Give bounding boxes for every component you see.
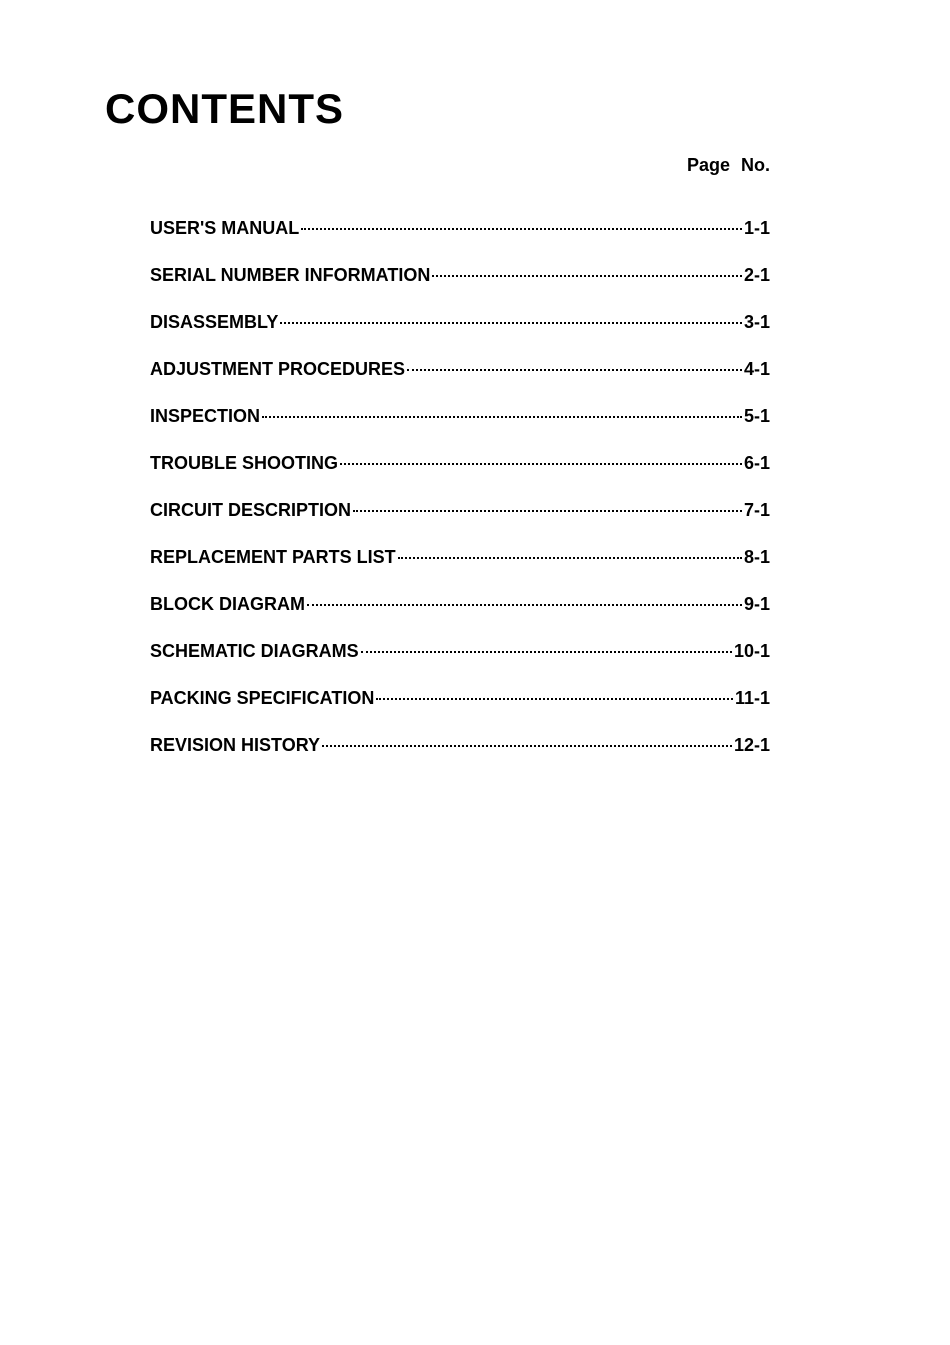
- toc-entry: CIRCUIT DESCRIPTION 7-1: [150, 500, 770, 521]
- toc-entry: SERIAL NUMBER INFORMATION 2-1: [150, 265, 770, 286]
- toc-entry-page: 12-1: [734, 735, 770, 756]
- toc-leader: [398, 557, 742, 559]
- toc-leader: [407, 369, 742, 371]
- toc-entry-page: 6-1: [744, 453, 770, 474]
- toc-entry-page: 9-1: [744, 594, 770, 615]
- toc-entry-page: 4-1: [744, 359, 770, 380]
- toc-entry-title: REVISION HISTORY: [150, 735, 320, 756]
- toc-entry: TROUBLE SHOOTING 6-1: [150, 453, 770, 474]
- toc-entry-title: ADJUSTMENT PROCEDURES: [150, 359, 405, 380]
- toc-entry: REVISION HISTORY 12-1: [150, 735, 770, 756]
- toc-entry-title: DISASSEMBLY: [150, 312, 278, 333]
- toc-leader: [432, 275, 742, 277]
- toc-entry-title: SERIAL NUMBER INFORMATION: [150, 265, 430, 286]
- toc-leader: [301, 228, 742, 230]
- toc-entry-page: 10-1: [734, 641, 770, 662]
- table-of-contents: USER'S MANUAL 1-1 SERIAL NUMBER INFORMAT…: [105, 218, 845, 756]
- page-no-label: Page No.: [105, 155, 845, 176]
- toc-leader: [262, 416, 742, 418]
- toc-entry-page: 3-1: [744, 312, 770, 333]
- toc-entry-title: SCHEMATIC DIAGRAMS: [150, 641, 359, 662]
- toc-leader: [280, 322, 742, 324]
- toc-entry: USER'S MANUAL 1-1: [150, 218, 770, 239]
- toc-entry: DISASSEMBLY 3-1: [150, 312, 770, 333]
- toc-leader: [322, 745, 732, 747]
- toc-leader: [340, 463, 742, 465]
- toc-entry: PACKING SPECIFICATION 11-1: [150, 688, 770, 709]
- toc-entry: ADJUSTMENT PROCEDURES 4-1: [150, 359, 770, 380]
- toc-leader: [353, 510, 742, 512]
- page-container: CONTENTS Page No. USER'S MANUAL 1-1 SERI…: [0, 0, 950, 756]
- toc-entry-page: 8-1: [744, 547, 770, 568]
- toc-entry-title: INSPECTION: [150, 406, 260, 427]
- toc-entry-title: USER'S MANUAL: [150, 218, 299, 239]
- toc-leader: [376, 698, 733, 700]
- toc-entry: INSPECTION 5-1: [150, 406, 770, 427]
- toc-entry-page: 2-1: [744, 265, 770, 286]
- toc-entry-title: PACKING SPECIFICATION: [150, 688, 374, 709]
- toc-leader: [307, 604, 742, 606]
- toc-entry-title: REPLACEMENT PARTS LIST: [150, 547, 396, 568]
- contents-title: CONTENTS: [105, 85, 845, 133]
- toc-entry-title: CIRCUIT DESCRIPTION: [150, 500, 351, 521]
- toc-entry-page: 5-1: [744, 406, 770, 427]
- toc-entry: SCHEMATIC DIAGRAMS 10-1: [150, 641, 770, 662]
- toc-entry-page: 7-1: [744, 500, 770, 521]
- toc-entry-page: 11-1: [735, 688, 770, 709]
- toc-leader: [361, 651, 732, 653]
- toc-entry-title: BLOCK DIAGRAM: [150, 594, 305, 615]
- toc-entry-page: 1-1: [744, 218, 770, 239]
- toc-entry: BLOCK DIAGRAM 9-1: [150, 594, 770, 615]
- toc-entry-title: TROUBLE SHOOTING: [150, 453, 338, 474]
- toc-entry: REPLACEMENT PARTS LIST 8-1: [150, 547, 770, 568]
